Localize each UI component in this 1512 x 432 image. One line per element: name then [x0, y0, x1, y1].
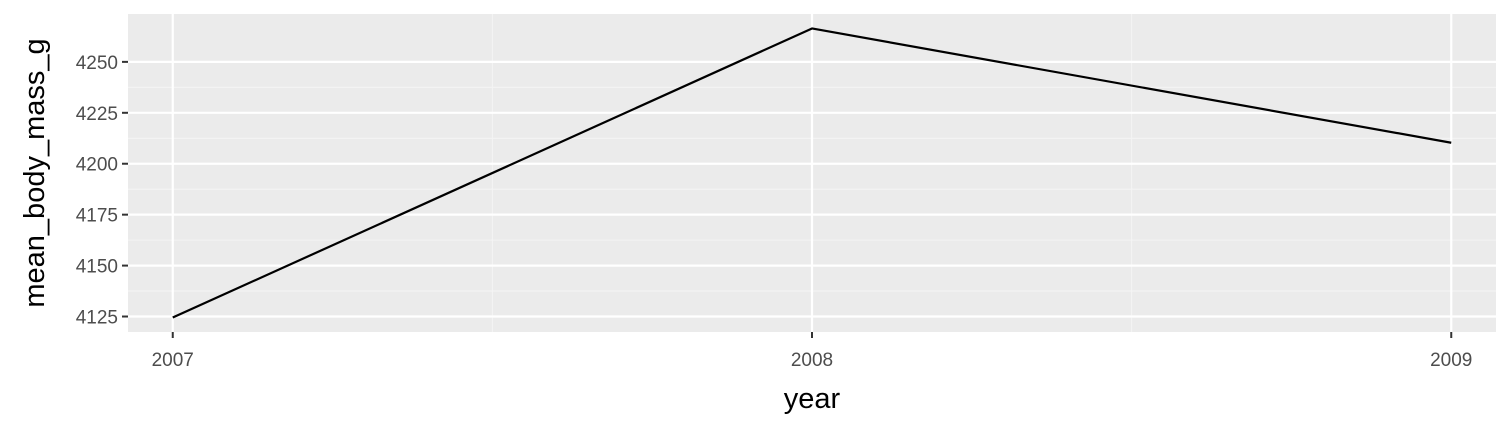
y-tick-label: 4225	[76, 104, 118, 125]
x-axis-title: year	[784, 383, 841, 415]
y-axis-title: mean_body_mass_g	[19, 38, 51, 307]
x-axis: 2007 2008 2009	[152, 332, 1472, 371]
series-line	[172, 27, 1452, 319]
y-tick-label: 4200	[76, 155, 118, 176]
x-tick-label: 2008	[791, 350, 833, 371]
y-tick-label: 4150	[76, 257, 118, 278]
x-tick-label: 2009	[1430, 350, 1472, 371]
x-tick-label: 2007	[152, 350, 194, 371]
y-tick-label: 4250	[76, 53, 118, 74]
y-tick-label: 4125	[76, 308, 118, 329]
y-axis: 4125 4150 4175 4200 4225 4250	[76, 53, 128, 329]
y-tick-label: 4175	[76, 206, 118, 227]
series-layer	[172, 27, 1452, 319]
major-gridlines	[128, 14, 1496, 332]
